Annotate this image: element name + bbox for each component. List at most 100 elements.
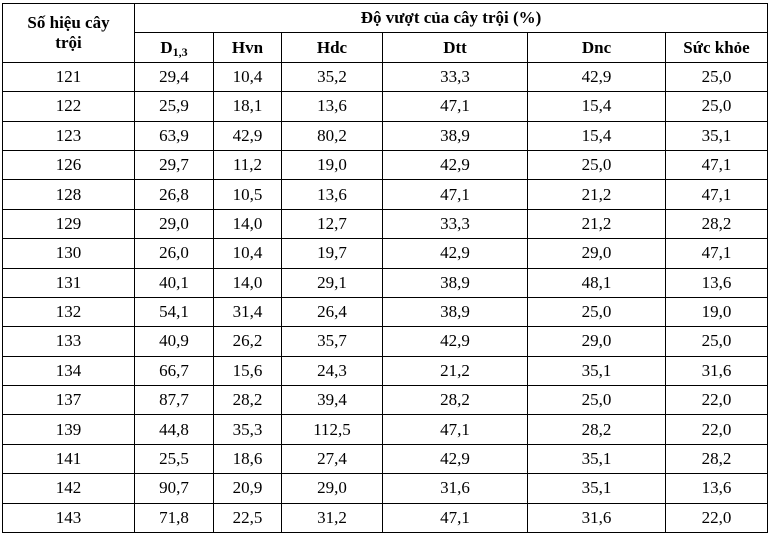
dtt-cell: 33,3 xyxy=(382,208,528,240)
hvn-column-header: Hvn xyxy=(213,32,282,63)
dnc-cell: 35,1 xyxy=(527,443,666,475)
health-cell: 13,6 xyxy=(665,473,768,504)
tree-id-cell: 143 xyxy=(2,502,135,534)
table-row: 122 25,9 18,1 13,6 47,1 15,4 25,0 xyxy=(2,91,768,122)
hvn-cell: 22,5 xyxy=(213,502,282,534)
hdc-cell: 39,4 xyxy=(281,385,383,416)
hdc-cell: 12,7 xyxy=(281,208,383,240)
d13-cell: 40,9 xyxy=(134,326,214,357)
d13-subscript: 1,3 xyxy=(172,44,188,59)
tree-id-cell: 133 xyxy=(2,326,135,357)
dnc-cell: 42,9 xyxy=(527,61,666,93)
hvn-cell: 18,1 xyxy=(213,91,282,122)
health-cell: 25,0 xyxy=(665,326,768,357)
dnc-cell: 28,2 xyxy=(527,414,666,445)
d13-cell: 25,5 xyxy=(134,443,214,475)
d13-cell: 63,9 xyxy=(134,120,214,151)
tree-id-cell: 122 xyxy=(2,91,135,122)
hvn-cell: 35,3 xyxy=(213,414,282,445)
table-header: Số hiệu cây trội Độ vượt của cây trội (%… xyxy=(2,2,768,63)
d13-cell: 44,8 xyxy=(134,414,214,445)
table-row: 137 87,7 28,2 39,4 28,2 25,0 22,0 xyxy=(2,385,768,416)
health-cell: 25,0 xyxy=(665,91,768,122)
dtt-cell: 42,9 xyxy=(382,326,528,357)
hdc-cell: 19,7 xyxy=(281,238,383,269)
tree-id-cell: 123 xyxy=(2,120,135,151)
hdc-cell: 29,0 xyxy=(281,473,383,504)
dtt-cell: 21,2 xyxy=(382,355,528,387)
table-row: 121 29,4 10,4 35,2 33,3 42,9 25,0 xyxy=(2,61,768,93)
dtt-cell: 42,9 xyxy=(382,443,528,475)
dnc-column-header: Dnc xyxy=(527,32,666,63)
hvn-cell: 42,9 xyxy=(213,120,282,151)
tree-id-header: Số hiệu cây trội xyxy=(2,3,135,63)
dnc-cell: 15,4 xyxy=(527,120,666,151)
hvn-cell: 20,9 xyxy=(213,473,282,504)
dnc-cell: 21,2 xyxy=(527,179,666,210)
health-cell: 28,2 xyxy=(665,443,768,475)
hvn-cell: 26,2 xyxy=(213,326,282,357)
dnc-cell: 35,1 xyxy=(527,355,666,387)
dtt-column-header: Dtt xyxy=(382,32,528,63)
table-row: 123 63,9 42,9 80,2 38,9 15,4 35,1 xyxy=(2,120,768,151)
dtt-cell: 47,1 xyxy=(382,91,528,122)
dnc-cell: 29,0 xyxy=(527,238,666,269)
d13-cell: 71,8 xyxy=(134,502,214,534)
dnc-cell: 31,6 xyxy=(527,502,666,534)
hvn-cell: 10,4 xyxy=(213,61,282,93)
table-row: 126 29,7 11,2 19,0 42,9 25,0 47,1 xyxy=(2,149,768,181)
health-cell: 47,1 xyxy=(665,149,768,181)
table-row: 139 44,8 35,3 112,5 47,1 28,2 22,0 xyxy=(2,414,768,445)
hvn-cell: 14,0 xyxy=(213,208,282,240)
dnc-cell: 35,1 xyxy=(527,473,666,504)
tree-id-cell: 121 xyxy=(2,61,135,93)
table-row: 132 54,1 31,4 26,4 38,9 25,0 19,0 xyxy=(2,296,768,328)
tree-id-cell: 134 xyxy=(2,355,135,387)
d13-cell: 66,7 xyxy=(134,355,214,387)
tree-id-cell: 141 xyxy=(2,443,135,475)
dnc-cell: 25,0 xyxy=(527,296,666,328)
dtt-cell: 38,9 xyxy=(382,267,528,298)
d13-column-header: D1,3 xyxy=(134,32,214,63)
tree-id-cell: 130 xyxy=(2,238,135,269)
tree-id-cell: 129 xyxy=(2,208,135,240)
dnc-cell: 15,4 xyxy=(527,91,666,122)
health-cell: 31,6 xyxy=(665,355,768,387)
hdc-cell: 26,4 xyxy=(281,296,383,328)
hvn-cell: 10,4 xyxy=(213,238,282,269)
d13-cell: 54,1 xyxy=(134,296,214,328)
hdc-column-header: Hdc xyxy=(281,32,383,63)
d13-cell: 87,7 xyxy=(134,385,214,416)
hvn-cell: 18,6 xyxy=(213,443,282,475)
hdc-cell: 13,6 xyxy=(281,179,383,210)
hvn-cell: 15,6 xyxy=(213,355,282,387)
hdc-cell: 35,2 xyxy=(281,61,383,93)
dnc-cell: 21,2 xyxy=(527,208,666,240)
dtt-cell: 38,9 xyxy=(382,296,528,328)
tree-id-cell: 139 xyxy=(2,414,135,445)
dnc-cell: 25,0 xyxy=(527,149,666,181)
dtt-cell: 42,9 xyxy=(382,149,528,181)
health-cell: 22,0 xyxy=(665,502,768,534)
tree-id-cell: 131 xyxy=(2,267,135,298)
hvn-cell: 28,2 xyxy=(213,385,282,416)
d13-cell: 90,7 xyxy=(134,473,214,504)
d13-cell: 29,7 xyxy=(134,149,214,181)
health-cell: 25,0 xyxy=(665,61,768,93)
hdc-cell: 29,1 xyxy=(281,267,383,298)
table-row: 130 26,0 10,4 19,7 42,9 29,0 47,1 xyxy=(2,238,768,269)
table-body: 121 29,4 10,4 35,2 33,3 42,9 25,0 122 25,9 18,1 13… xyxy=(2,61,768,534)
d13-cell: 26,0 xyxy=(134,238,214,269)
hdc-cell: 13,6 xyxy=(281,91,383,122)
health-cell: 47,1 xyxy=(665,238,768,269)
table-row: 129 29,0 14,0 12,7 33,3 21,2 28,2 xyxy=(2,208,768,240)
table-row: 131 40,1 14,0 29,1 38,9 48,1 13,6 xyxy=(2,267,768,298)
health-cell: 35,1 xyxy=(665,120,768,151)
health-cell: 13,6 xyxy=(665,267,768,298)
tree-id-cell: 132 xyxy=(2,296,135,328)
d13-cell: 29,0 xyxy=(134,208,214,240)
d13-cell: 26,8 xyxy=(134,179,214,210)
health-cell: 19,0 xyxy=(665,296,768,328)
hdc-cell: 19,0 xyxy=(281,149,383,181)
